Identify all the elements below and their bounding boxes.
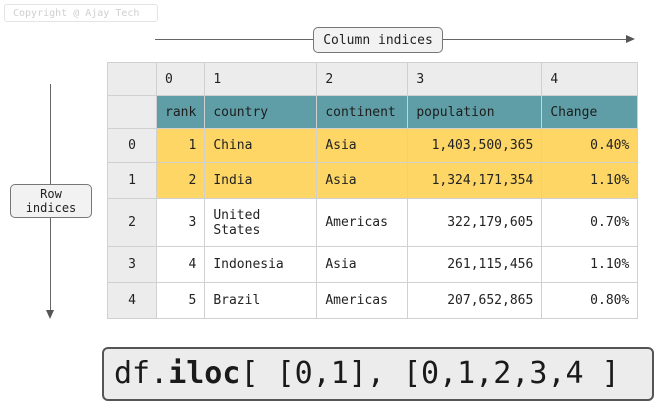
column-index-row: 0 1 2 3 4 — [107, 62, 639, 96]
column-indices-label: Column indices — [313, 27, 443, 53]
table-cell: 1,403,500,365 — [407, 128, 543, 163]
table-cell: Americas — [316, 198, 409, 247]
row-index-cell: 0 — [107, 128, 157, 163]
column-index-cell: 1 — [204, 62, 318, 96]
code-args: [ [0,1], [0,1,2,3,4 ] — [240, 356, 620, 391]
table-cell: China — [204, 128, 318, 163]
code-prefix: df. — [114, 356, 169, 391]
header-cell-continent: continent — [316, 95, 409, 129]
table-cell: 3 — [155, 198, 206, 247]
table-cell: 1 — [155, 128, 206, 163]
table-cell: Asia — [316, 246, 409, 283]
column-index-cell: 2 — [316, 62, 409, 96]
table-cell: United States — [204, 198, 318, 247]
table-cell: 5 — [155, 282, 206, 319]
table-cell: 4 — [155, 246, 206, 283]
row-index-cell: 4 — [107, 282, 157, 319]
column-indices-arrowhead — [626, 35, 635, 43]
table-cell: 0.70% — [541, 198, 639, 247]
header-cell-rank: rank — [155, 95, 206, 129]
row-indices-label-line-2: indices — [25, 201, 77, 215]
table-row: 2 3 United States Americas 322,179,605 0… — [107, 198, 639, 247]
column-index-cell: 0 — [155, 62, 206, 96]
table-row: 4 5 Brazil Americas 207,652,865 0.80% — [107, 282, 639, 319]
header-row: rank country continent population Change — [107, 95, 639, 129]
table-row: 1 2 India Asia 1,324,171,354 1.10% — [107, 162, 639, 199]
row-indices-label-line-1: Row — [40, 187, 62, 201]
header-cell-change: Change — [541, 95, 639, 129]
table-cell: Asia — [316, 128, 409, 163]
table-cell: 1.10% — [541, 162, 639, 199]
row-indices-arrowhead — [46, 310, 54, 319]
code-snippet: df.iloc[ [0,1], [0,1,2,3,4 ] — [102, 347, 654, 401]
row-index-cell: 3 — [107, 246, 157, 283]
table-row: 3 4 Indonesia Asia 261,115,456 1.10% — [107, 246, 639, 283]
column-index-cell: 3 — [407, 62, 543, 96]
table-cell: 322,179,605 — [407, 198, 543, 247]
table-cell: 0.40% — [541, 128, 639, 163]
header-cell-country: country — [204, 95, 318, 129]
corner-cell — [107, 62, 157, 96]
table-cell: 0.80% — [541, 282, 639, 319]
table-cell: 1,324,171,354 — [407, 162, 543, 199]
row-indices-label: Row indices — [10, 184, 92, 218]
row-index-cell: 2 — [107, 198, 157, 247]
dataframe-table: 0 1 2 3 4 rank country continent populat… — [107, 62, 639, 319]
table-cell: Indonesia — [204, 246, 318, 283]
table-cell: Asia — [316, 162, 409, 199]
table-cell: 1.10% — [541, 246, 639, 283]
copyright-label: Copyright @ Ajay Tech — [4, 4, 158, 22]
row-index-cell: 1 — [107, 162, 157, 199]
table-row: 0 1 China Asia 1,403,500,365 0.40% — [107, 128, 639, 163]
table-cell: Americas — [316, 282, 409, 319]
table-cell: 261,115,456 — [407, 246, 543, 283]
table-cell: India — [204, 162, 318, 199]
table-cell: Brazil — [204, 282, 318, 319]
code-method: iloc — [168, 356, 241, 391]
table-cell: 207,652,865 — [407, 282, 543, 319]
table-cell: 2 — [155, 162, 206, 199]
corner-cell — [107, 95, 157, 129]
header-cell-population: population — [407, 95, 543, 129]
column-index-cell: 4 — [541, 62, 639, 96]
